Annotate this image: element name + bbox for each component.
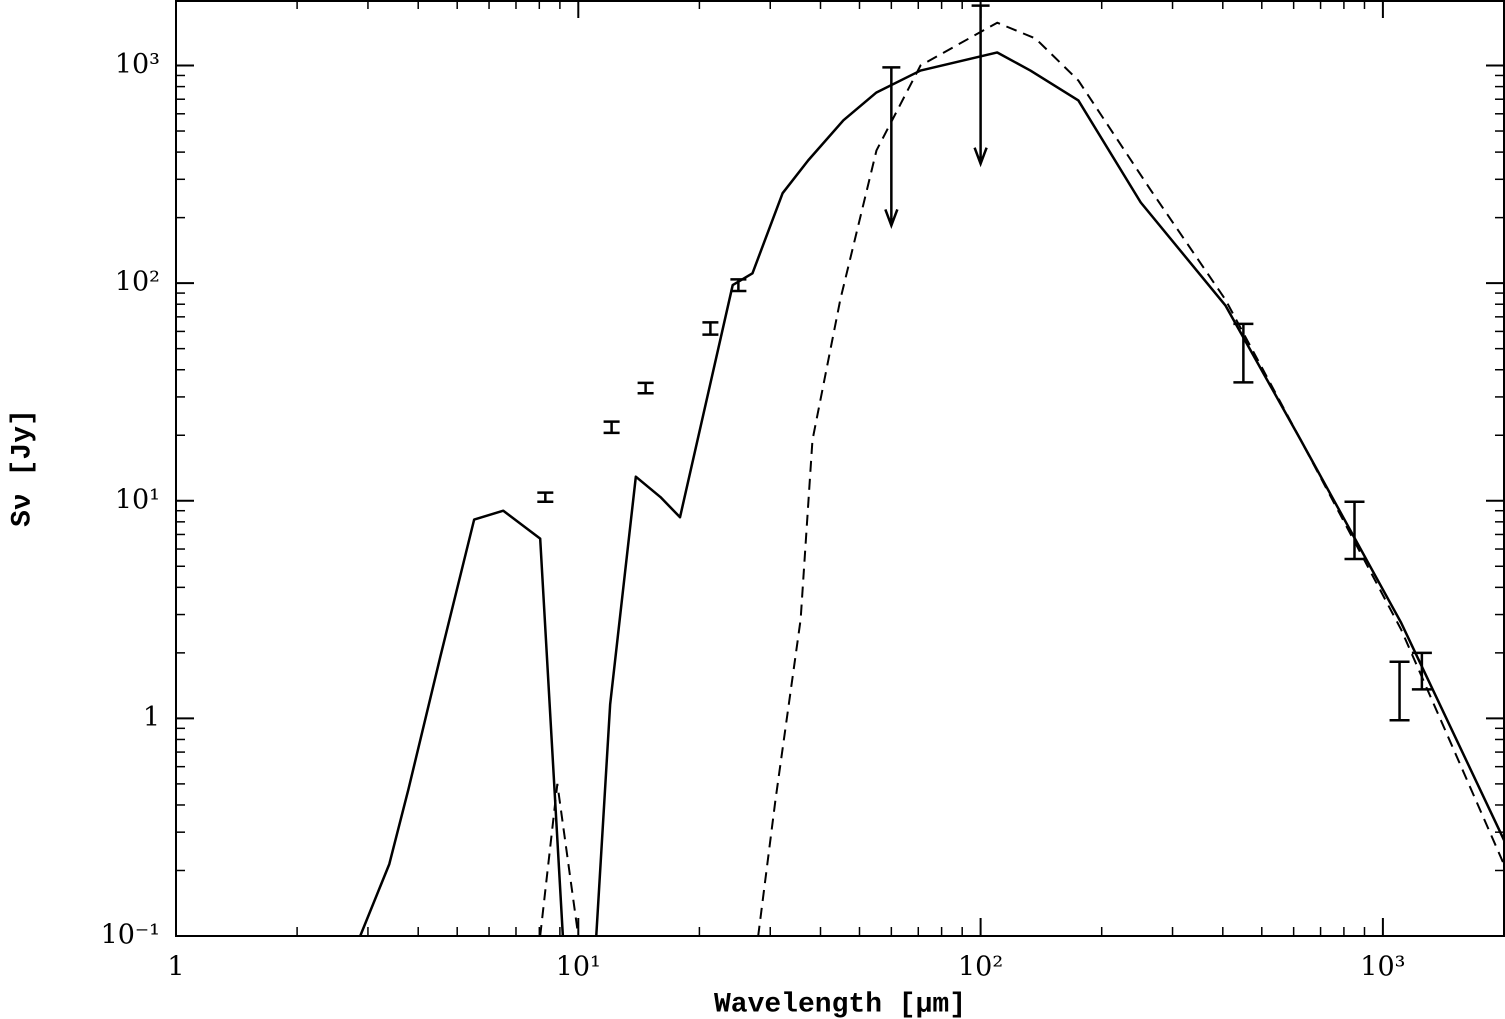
y-axis-label: Sν [Jy] <box>7 409 38 527</box>
error-bar-line <box>702 321 719 336</box>
y-tick-label: 10³ <box>115 49 160 80</box>
plot-area <box>359 21 1504 936</box>
error-bar-line <box>1233 322 1254 384</box>
error-bar-line <box>1389 660 1410 722</box>
error-bar-line <box>730 278 747 293</box>
y-tick-label: 10¹ <box>115 484 160 515</box>
error-bar-line <box>637 381 654 395</box>
error-bar <box>702 321 719 336</box>
error-bar-line <box>537 491 554 503</box>
upper-limit <box>882 66 901 229</box>
error-bar <box>1233 322 1254 384</box>
x-tick-label: 10¹ <box>556 952 601 983</box>
error-bar-line <box>1411 651 1432 691</box>
error-bar <box>730 278 747 293</box>
model-line-dashed <box>539 21 1504 936</box>
y-tick-label: 1 <box>143 702 160 733</box>
x-tick-label: 10² <box>958 952 1003 983</box>
y-tick-label: 10² <box>115 267 160 298</box>
y-tick-label: 10⁻¹ <box>101 920 160 951</box>
error-bar <box>1389 660 1410 722</box>
x-tick-label: 1 <box>167 952 184 983</box>
error-bar <box>1411 651 1432 691</box>
error-bar <box>537 491 554 503</box>
error-bar <box>637 381 654 395</box>
x-tick-label: 10³ <box>1360 952 1405 983</box>
model-line-solid <box>359 51 1504 936</box>
error-bar <box>1344 500 1365 561</box>
frame <box>175 0 1505 937</box>
error-bar-line <box>603 420 620 435</box>
x-axis-label: Wavelength [μm] <box>714 989 966 1019</box>
error-bar-line <box>1344 500 1365 561</box>
error-bar <box>603 420 620 435</box>
upper-limit <box>971 4 990 168</box>
